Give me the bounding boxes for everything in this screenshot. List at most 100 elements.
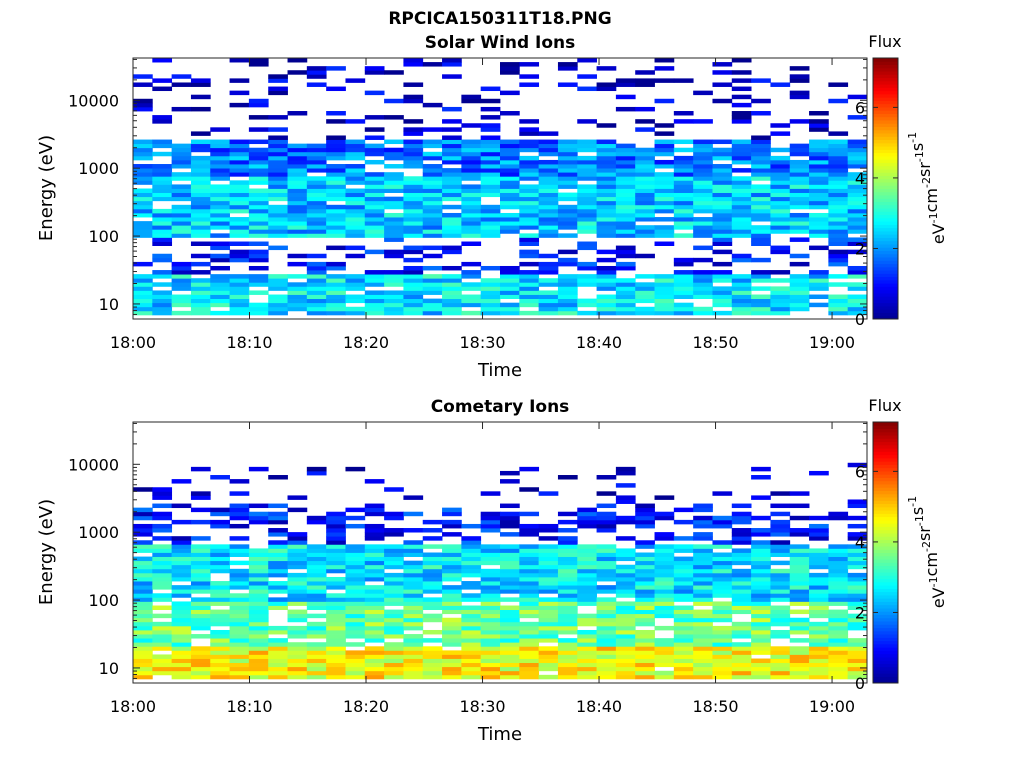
colorbar-swatch	[873, 289, 898, 294]
heatmap-cell	[384, 237, 404, 242]
heatmap-cell	[693, 503, 713, 509]
heatmap-cell	[326, 164, 346, 169]
heatmap-cell	[133, 568, 153, 574]
heatmap-cell	[789, 503, 810, 509]
heatmap-cell	[268, 674, 288, 680]
heatmap-cell	[306, 515, 327, 521]
heatmap-cell	[171, 261, 192, 267]
heatmap-cell	[384, 155, 404, 161]
heatmap-cell	[731, 519, 752, 525]
heatmap-cell	[152, 290, 173, 295]
colorbar-swatch	[873, 679, 898, 684]
heatmap-cell	[731, 662, 752, 668]
heatmap-cell	[828, 176, 849, 181]
heatmap-cell	[751, 172, 771, 177]
heatmap-cell	[751, 225, 771, 230]
heatmap-cell	[171, 646, 192, 651]
heatmap-cell	[673, 621, 694, 627]
heatmap-cell	[770, 123, 791, 128]
heatmap-cell	[751, 286, 771, 291]
heatmap-cell	[596, 147, 617, 153]
heatmap-cell	[596, 168, 617, 173]
heatmap-cell	[268, 310, 288, 316]
heatmap-cell	[731, 298, 752, 304]
heatmap-cell	[770, 286, 791, 291]
heatmap-cell	[364, 511, 385, 517]
heatmap-cell	[789, 176, 810, 181]
heatmap-cell	[577, 601, 597, 606]
heatmap-cell	[229, 143, 250, 149]
heatmap-cell	[268, 286, 288, 291]
heatmap-cell	[615, 581, 636, 586]
heatmap-cell	[133, 564, 153, 570]
heatmap-cell	[731, 86, 752, 92]
heatmap-cell	[152, 593, 173, 598]
heatmap-cell	[828, 552, 849, 557]
heatmap-cell	[190, 282, 211, 287]
heatmap-cell	[519, 605, 540, 610]
heatmap-cell	[461, 294, 482, 300]
colorbar-swatch	[873, 428, 898, 433]
heatmap-cell	[171, 82, 192, 87]
heatmap-cell	[519, 82, 540, 87]
colorbar-swatch	[873, 506, 898, 511]
heatmap-cell	[538, 204, 559, 210]
heatmap-cell	[171, 638, 192, 643]
heatmap-cell	[500, 147, 520, 153]
colorbar-frame	[872, 57, 899, 320]
heatmap-cell	[287, 70, 308, 75]
heatmap-cell	[190, 225, 211, 230]
heatmap-cell	[133, 151, 153, 157]
heatmap-cell	[557, 568, 578, 574]
heatmap-cell	[461, 168, 482, 173]
heatmap-cell	[519, 127, 540, 132]
heatmap-cell	[635, 217, 655, 222]
heatmap-cell	[519, 589, 540, 594]
heatmap-cell	[828, 629, 849, 635]
heatmap-cell	[712, 196, 733, 202]
heatmap-cell	[480, 617, 501, 623]
heatmap-cell	[751, 666, 771, 672]
heatmap-cell	[828, 621, 849, 627]
heatmap-cell	[190, 290, 211, 295]
heatmap-cell	[171, 310, 192, 316]
heatmap-cell	[557, 196, 578, 202]
heatmap-cell	[384, 642, 404, 647]
heatmap-cell	[403, 184, 424, 189]
heatmap-cell	[152, 629, 173, 635]
heatmap-cell	[693, 556, 713, 562]
heatmap-cell	[751, 192, 771, 198]
heatmap-cell	[461, 221, 482, 226]
heatmap-cell	[248, 58, 269, 63]
heatmap-cell	[248, 139, 269, 145]
heatmap-cell	[712, 572, 733, 578]
heatmap-cell	[133, 609, 153, 615]
heatmap-cell	[190, 519, 211, 525]
heatmap-cell	[519, 609, 540, 615]
heatmap-cell	[519, 221, 540, 226]
heatmap-cell	[461, 270, 482, 275]
heatmap-cell	[210, 302, 230, 308]
heatmap-cell	[152, 491, 173, 496]
heatmap-cell	[538, 601, 559, 606]
heatmap-cell	[673, 629, 694, 635]
heatmap-cell	[693, 274, 713, 279]
heatmap-cell	[403, 127, 424, 132]
heatmap-cell	[654, 58, 675, 63]
heatmap-cell	[287, 532, 308, 537]
heatmap-cell	[654, 217, 675, 222]
heatmap-cell	[190, 106, 211, 112]
heatmap-cell	[306, 204, 327, 210]
heatmap-cell	[751, 466, 771, 472]
heatmap-cell	[557, 528, 578, 533]
heatmap-cell	[384, 302, 404, 308]
heatmap-cell	[326, 192, 346, 198]
heatmap-cell	[480, 597, 501, 602]
heatmap-cell	[770, 576, 791, 582]
heatmap-cell	[442, 609, 462, 615]
heatmap-cell	[248, 62, 269, 67]
heatmap-cell	[287, 552, 308, 557]
heatmap-cell	[461, 147, 482, 153]
heatmap-cell	[461, 654, 482, 659]
heatmap-cell	[615, 629, 636, 635]
